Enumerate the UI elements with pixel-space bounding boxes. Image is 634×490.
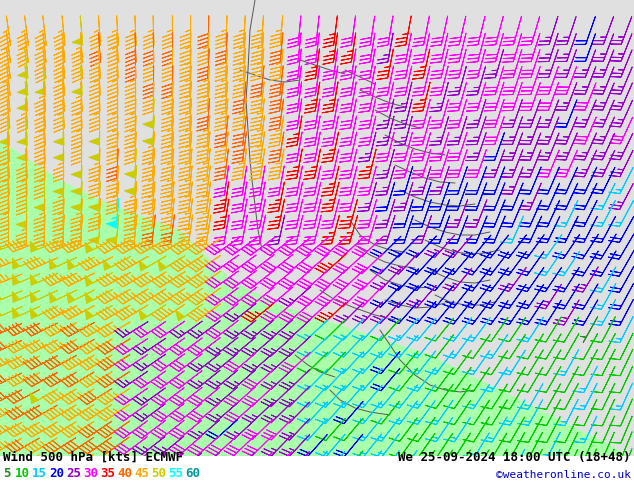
Text: 35: 35: [100, 467, 115, 480]
Polygon shape: [0, 0, 634, 460]
Text: 10: 10: [15, 467, 30, 480]
Text: Wind 500 hPa [kts] ECMWF: Wind 500 hPa [kts] ECMWF: [3, 451, 183, 464]
Text: We 25-09-2024 18:00 UTC (18+48): We 25-09-2024 18:00 UTC (18+48): [399, 451, 631, 464]
Text: 45: 45: [134, 467, 149, 480]
Text: 25: 25: [66, 467, 81, 480]
Text: ©weatheronline.co.uk: ©weatheronline.co.uk: [496, 470, 631, 480]
Text: 15: 15: [32, 467, 47, 480]
Bar: [0, 456, 634, 490]
Text: 40: 40: [117, 467, 132, 480]
Text: 55: 55: [168, 467, 183, 480]
Text: 50: 50: [151, 467, 166, 480]
Text: 20: 20: [49, 467, 64, 480]
Text: 30: 30: [83, 467, 98, 480]
Text: 5: 5: [3, 467, 11, 480]
Text: 60: 60: [185, 467, 200, 480]
